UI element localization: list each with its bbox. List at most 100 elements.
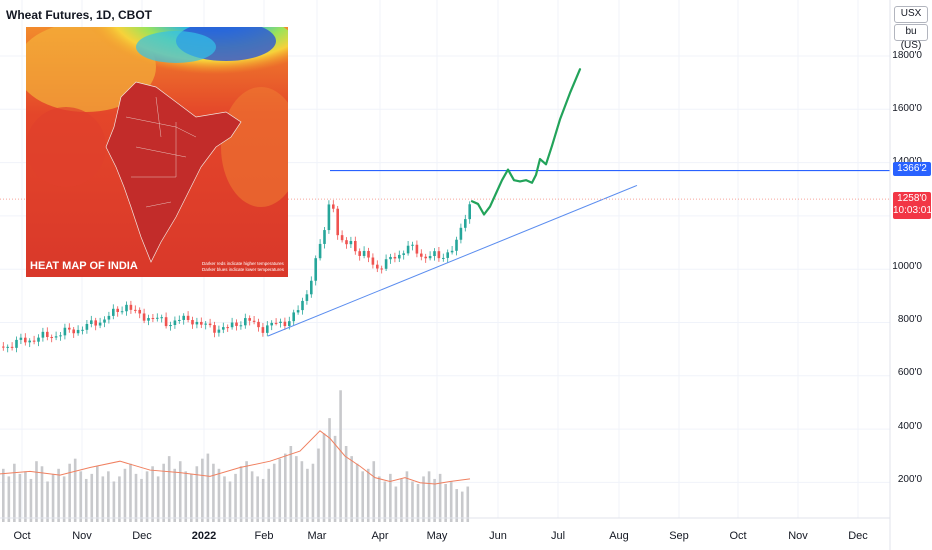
y-tick: 400'0: [897, 421, 922, 432]
volume-bar: [162, 463, 165, 522]
candle-body: [68, 327, 71, 330]
volume-bar: [339, 390, 342, 522]
x-tick: Nov: [72, 530, 92, 542]
volume-bar: [322, 433, 326, 522]
last-price-label: 1258'0 10:03:01: [893, 192, 932, 219]
volume-bar: [427, 471, 431, 522]
volume-bar: [328, 418, 331, 522]
x-tick: Jul: [550, 530, 566, 542]
candle-body: [384, 259, 388, 269]
candle-body: [318, 243, 322, 259]
candle-body: [204, 323, 207, 325]
volume-bar: [217, 468, 221, 522]
candle-body: [72, 329, 75, 334]
volume-bar: [90, 473, 94, 522]
volume-bar: [344, 446, 348, 522]
projected-price-path[interactable]: [470, 68, 582, 216]
candle-body: [371, 257, 375, 265]
candle-body: [367, 250, 370, 258]
candle-body: [94, 320, 97, 326]
x-tick: Jun: [489, 530, 507, 542]
candle-body: [103, 319, 106, 323]
volume-bar: [51, 473, 55, 522]
candle-body: [164, 317, 168, 327]
volume-bar: [145, 471, 149, 522]
volume-bar: [466, 486, 470, 522]
candle-body: [450, 250, 454, 253]
volume-bar: [134, 473, 138, 522]
heat-map-title: HEAT MAP OF INDIA: [30, 260, 138, 272]
volume-bar: [372, 461, 376, 522]
candle-body: [59, 335, 62, 337]
candle-body: [336, 208, 339, 236]
currency-unit-button[interactable]: USX: [894, 6, 928, 23]
level-price-label: 1366'2: [893, 162, 931, 176]
candle-body: [380, 268, 383, 270]
candle-body: [195, 321, 199, 325]
volume-bar: [261, 478, 265, 522]
candle-body: [288, 321, 291, 327]
candle-body: [46, 331, 49, 338]
symbol-title[interactable]: Wheat Futures, 1D, CBOT: [6, 8, 153, 22]
candle-body: [24, 337, 27, 343]
volume-bar: [366, 468, 370, 522]
candle-body: [98, 322, 102, 326]
volume-bar: [151, 466, 154, 522]
volume-bar: [212, 463, 215, 522]
volume-bar: [228, 481, 232, 522]
volume-bar: [355, 463, 359, 522]
volume-bar: [62, 476, 66, 522]
x-tick: Feb: [254, 530, 274, 542]
candle-body: [15, 339, 18, 348]
volume-bar: [234, 473, 237, 522]
volume-bar: [350, 456, 353, 522]
candle-body: [292, 312, 295, 322]
candle-body: [257, 321, 260, 328]
heat-map-note-line2: Darker blues indicate lower temperatures: [201, 267, 284, 272]
candle-body: [301, 300, 304, 311]
candle-body: [252, 320, 256, 322]
candle-body: [239, 325, 243, 327]
candle-body: [305, 294, 309, 301]
volume-bar: [460, 491, 464, 522]
volume-bar: [184, 471, 188, 522]
candle-body: [323, 230, 326, 244]
volume-bar: [378, 476, 381, 522]
volume-bar: [129, 463, 132, 522]
candle-body: [442, 257, 445, 259]
quantity-unit-button[interactable]: bu (US): [894, 24, 928, 51]
volume-bar: [2, 468, 5, 522]
volume-bar: [96, 466, 99, 522]
candle-body: [406, 245, 410, 254]
candle-body: [345, 240, 348, 245]
y-tick: 1600'0: [892, 103, 922, 114]
x-tick: May: [426, 530, 448, 542]
x-tick: Dec: [132, 530, 152, 542]
candle-body: [107, 315, 111, 320]
volume-bar: [68, 463, 71, 522]
candle-body: [349, 240, 353, 245]
heat-map-image: HEAT MAP OF INDIA Darker reds indicate h…: [26, 27, 288, 277]
candle-body: [41, 331, 45, 338]
volume-bar: [400, 478, 403, 522]
volume-bar: [57, 468, 60, 522]
volume-bar: [24, 471, 27, 522]
heat-map-graphic: [26, 27, 288, 277]
candle-body: [169, 325, 172, 327]
y-tick: 1000'0: [892, 261, 922, 272]
last-price-value: 1258'0: [897, 193, 927, 204]
volume-bar: [433, 478, 436, 522]
heat-map-note-line1: Darker reds indicate higher temperatures: [201, 261, 284, 266]
volume-bar: [206, 453, 210, 522]
volume-bar: [46, 481, 49, 522]
volume-bar: [278, 458, 282, 522]
volume-bar: [107, 471, 110, 522]
candle-body: [446, 252, 449, 258]
candle-body: [314, 258, 317, 281]
volume-bar: [13, 463, 16, 522]
ascending-trendline[interactable]: [267, 184, 638, 337]
candle-body: [112, 308, 115, 316]
x-tick: Sep: [669, 530, 689, 542]
volume-bar: [295, 456, 298, 522]
candle-body: [200, 321, 203, 325]
